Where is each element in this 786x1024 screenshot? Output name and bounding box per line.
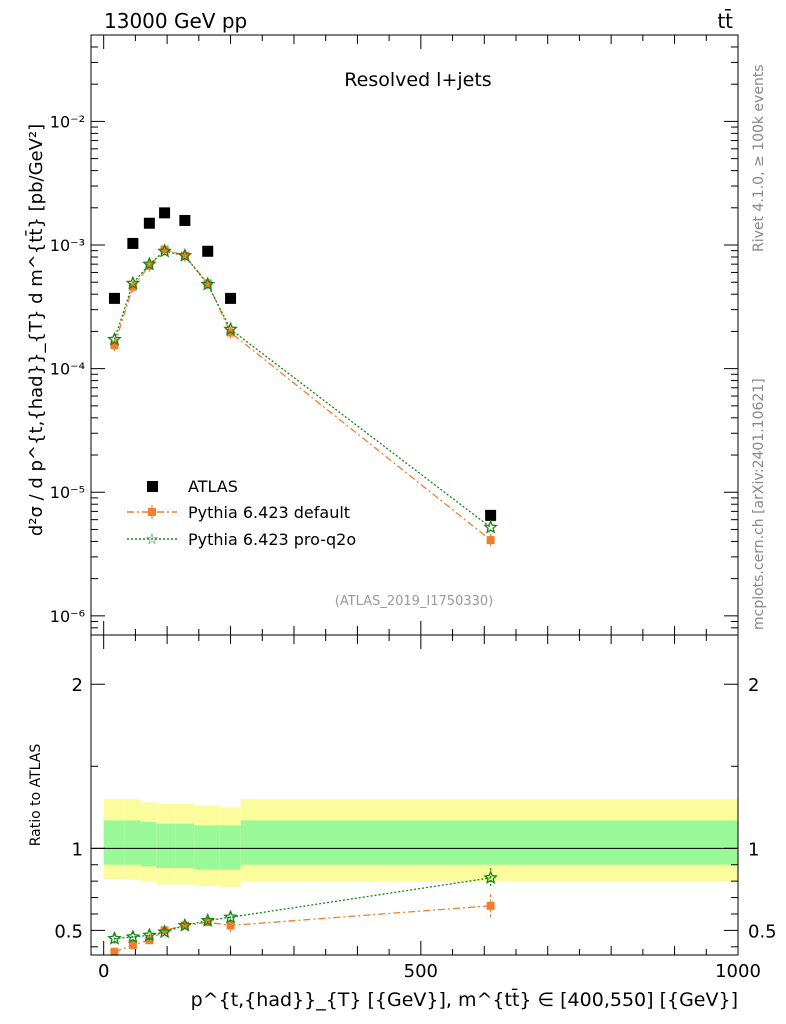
legend-marker-atlas — [147, 481, 158, 492]
ratio-default-point — [180, 921, 189, 930]
ratio-default-point — [226, 921, 235, 930]
source-label: mcplots.cern.ch [arXiv:2401.10621] — [751, 378, 767, 630]
main-ytick-label: 10⁻⁵ — [50, 483, 85, 502]
main-ylabel: d²σ / d p^{t,{had}}_{T} d m^{tt̄} [pb/Ge… — [25, 124, 47, 536]
ratio-pro-q2o-point — [125, 929, 141, 944]
ratio-default-point — [486, 901, 495, 910]
atlas-data-point — [108, 292, 120, 304]
ratio-uncertainty-bands — [103, 799, 738, 888]
legend: ATLAS Pythia 6.423 default ☆ Pythia 6.42… — [127, 477, 356, 549]
process-label: tt̄ — [717, 8, 733, 33]
ratio-band-inner — [240, 820, 738, 865]
pro-q2o-data-point — [107, 331, 122, 346]
beam-label: 13000 GeV pp — [104, 9, 247, 33]
ratio-band-inner — [175, 823, 195, 869]
legend-label-default: Pythia 6.423 default — [188, 503, 350, 522]
default-data-point — [486, 536, 495, 545]
default-data-point — [203, 279, 212, 288]
ratio-ytick-label: 1 — [72, 839, 83, 860]
ratio-pro-q2o-point — [483, 870, 498, 885]
ratio-pro-q2o-point — [142, 927, 157, 942]
ratio-ytick-label-right: 2 — [748, 675, 759, 696]
ratio-pro-q2o-point — [223, 909, 238, 924]
ratio-xtick-label: 500 — [404, 961, 438, 982]
ratio-xtick-label: 1000 — [715, 961, 761, 982]
series-line-default — [113, 248, 492, 541]
pro-q2o-data-point — [142, 256, 157, 271]
default-data-point — [160, 245, 169, 254]
ratio-ytick-label-right: 1 — [748, 839, 759, 860]
default-data-point — [180, 251, 189, 260]
atlas-data-point — [143, 217, 155, 229]
series-line-pro-q2o — [113, 250, 492, 528]
atlas-data-point — [159, 207, 171, 219]
pro-q2o-data-point — [223, 321, 238, 336]
ratio-xtick-label: 0 — [98, 961, 109, 982]
legend-label-atlas: ATLAS — [188, 477, 238, 496]
ratio-ytick-label: 2 — [72, 675, 83, 696]
main-ytick-label: 10⁻⁶ — [50, 607, 85, 626]
ratio-pro-q2o-point — [177, 917, 193, 932]
atlas-data-point — [127, 237, 139, 249]
atlas-data-point — [225, 292, 237, 304]
ratio-line-pro-q2o — [114, 877, 491, 940]
ratio-default-point — [128, 941, 137, 950]
ratio-ylabel: Ratio to ATLAS — [28, 744, 44, 847]
ratio-default-point — [110, 947, 119, 956]
ratio-band-inner — [124, 820, 141, 865]
legend-marker-pro-q2o: ☆ — [145, 530, 158, 548]
ratio-band-inner — [156, 823, 176, 869]
ratio-pro-q2o-point — [157, 924, 172, 939]
ratio-line-default — [114, 905, 491, 953]
ratio-band-inner — [194, 825, 220, 870]
ratio-band-inner — [140, 822, 157, 867]
pro-q2o-data-point — [125, 275, 141, 290]
ratio-pro-q2o-point — [200, 912, 216, 927]
atlas-data-point — [485, 509, 497, 521]
main-ytick-label: 10⁻² — [50, 112, 85, 131]
analysis-label: (ATLAS_2019_I1750330) — [335, 594, 493, 609]
pro-q2o-data-point — [157, 243, 172, 258]
pro-q2o-data-point — [483, 519, 498, 534]
pro-q2o-data-point — [200, 276, 216, 291]
main-ytick-label: 10⁻³ — [50, 236, 85, 255]
ratio-band-inner — [103, 820, 125, 865]
default-data-point — [145, 261, 154, 270]
atlas-data-point — [202, 245, 214, 257]
ratio-ytick-label-right: 0.5 — [748, 921, 777, 942]
legend-label-pro-q2o: Pythia 6.423 pro-q2o — [188, 530, 356, 549]
rivet-label: Rivet 4.1.0, ≥ 100k events — [751, 64, 767, 252]
main-ytick-label: 10⁻⁴ — [50, 360, 85, 379]
ratio-plot-frame — [90, 634, 739, 956]
ratio-ytick-label: 0.5 — [54, 921, 83, 942]
chart-title: Resolved l+jets — [344, 69, 491, 91]
legend-marker-default — [148, 508, 156, 516]
atlas-data-point — [179, 214, 191, 226]
ratio-pro-q2o-point — [107, 930, 122, 945]
default-data-point — [110, 341, 119, 350]
ratio-band-inner — [219, 825, 241, 870]
x-axis-label: p^{t,{had}}_{T} [{GeV}], m^{tt̄} ∈ [400,… — [191, 987, 738, 1011]
pro-q2o-data-point — [177, 247, 193, 262]
